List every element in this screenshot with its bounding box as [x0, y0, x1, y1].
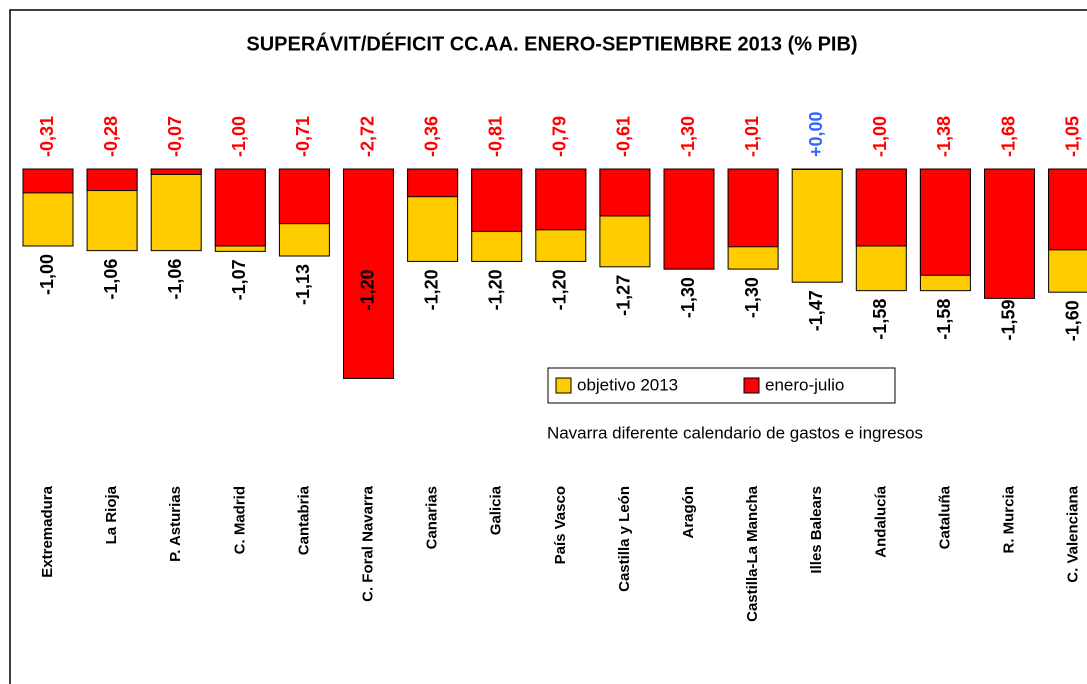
value-label: -0,81	[485, 116, 505, 157]
value-label: +0,00	[806, 111, 826, 157]
value-label: -1,30	[678, 116, 698, 157]
value-label: -0,71	[293, 116, 313, 157]
x-tick-label: R. Murcia	[1000, 485, 1017, 553]
bar	[791, 168, 843, 170]
value-label: -1,00	[37, 254, 57, 295]
value-label: -1,00	[229, 116, 249, 157]
value-label: -1,05	[1062, 116, 1082, 157]
bar	[278, 168, 330, 225]
x-tick-label: Castilla y León	[616, 486, 633, 592]
value-label: -1,27	[614, 275, 634, 316]
value-label: -1,06	[165, 259, 185, 300]
x-tick-label: La Rioja	[103, 485, 120, 544]
value-label: -0,31	[37, 116, 57, 157]
x-tick-label: Extremadura	[39, 485, 56, 577]
value-label: -0,79	[550, 116, 570, 157]
value-label: -0,61	[614, 116, 634, 157]
x-tick-label: Cantabria	[295, 485, 312, 555]
value-label: -1,47	[806, 290, 826, 331]
legend-swatch	[743, 377, 760, 394]
bar	[150, 168, 202, 252]
chart-title: SUPERÁVIT/DÉFICIT CC.AA. ENERO-SEPTIEMBR…	[246, 32, 857, 55]
value-label: -1,07	[229, 259, 249, 300]
value-label: -0,36	[421, 116, 441, 157]
x-tick-label: Cataluña	[936, 485, 953, 549]
legend-label: enero-julio	[765, 375, 844, 394]
value-label: -1,59	[998, 299, 1018, 340]
bar	[150, 168, 202, 175]
legend-label: objetivo 2013	[577, 375, 678, 394]
value-label: -0,28	[101, 116, 121, 157]
legend-swatch	[555, 377, 572, 394]
chart-frame	[9, 9, 1087, 684]
bar	[407, 168, 459, 198]
x-tick-label: C. Valenciana	[1065, 485, 1082, 582]
value-label: -1,38	[934, 116, 954, 157]
bar	[343, 168, 394, 379]
value-label: -1,00	[870, 116, 890, 157]
value-label: -1,01	[742, 116, 762, 157]
x-tick-label: P. Asturias	[167, 486, 184, 562]
x-tick-label: País Vasco	[552, 486, 569, 564]
value-label: -2,72	[357, 116, 377, 157]
value-label: -1,13	[293, 264, 313, 305]
bar	[86, 168, 138, 192]
value-label: -1,06	[101, 259, 121, 300]
bar	[1048, 168, 1087, 251]
x-tick-label: Galicia	[488, 485, 505, 535]
bar	[663, 168, 715, 270]
value-label: -1,20	[357, 269, 377, 310]
x-tick-label: Aragón	[680, 486, 697, 539]
value-label: -1,58	[934, 299, 954, 340]
x-tick-label: C. Madrid	[231, 486, 248, 554]
note: Navarra diferente calendario de gastos e…	[547, 423, 923, 442]
value-label: -1,20	[485, 269, 505, 310]
bar	[919, 168, 971, 276]
bar	[471, 168, 523, 232]
value-label: -1,30	[742, 277, 762, 318]
value-label: -1,58	[870, 299, 890, 340]
x-tick-label: Canarias	[424, 486, 441, 549]
x-tick-label: Castilla-La Mancha	[744, 485, 761, 622]
value-label: -1,30	[678, 277, 698, 318]
x-tick-label: Andalucía	[872, 485, 889, 557]
bar	[855, 168, 907, 247]
bar	[535, 168, 587, 231]
bar	[22, 168, 74, 194]
value-label: -1,20	[421, 269, 441, 310]
bar	[727, 168, 779, 248]
value-label: -1,60	[1062, 300, 1082, 341]
x-tick-label: Illes Balears	[808, 486, 825, 574]
bar	[599, 168, 651, 217]
value-label: -1,68	[998, 116, 1018, 157]
bar	[214, 168, 266, 247]
bar	[984, 168, 1035, 299]
legend	[547, 367, 896, 404]
value-label: -1,20	[550, 269, 570, 310]
bar	[791, 168, 843, 283]
x-tick-label: C. Foral Navarra	[359, 485, 376, 602]
value-label: -0,07	[165, 116, 185, 157]
